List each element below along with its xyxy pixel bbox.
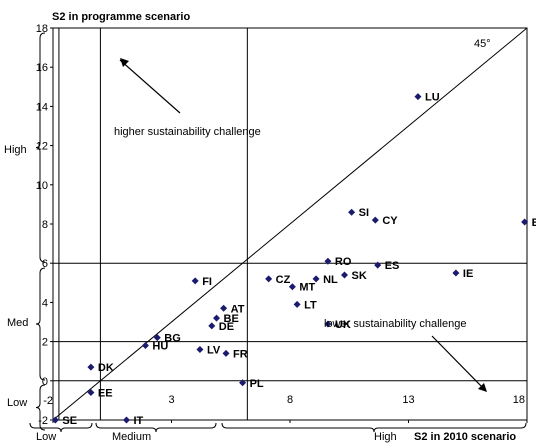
point-label-lu: LU (425, 92, 440, 104)
point-label-fi: FI (202, 276, 212, 288)
y-bracket-med: Med (7, 317, 28, 329)
x-bracket-medium: Medium (112, 431, 151, 443)
diagonal-label: 45° (474, 38, 491, 50)
point-label-fr: FR (233, 348, 248, 360)
point-label-ie: IE (463, 268, 473, 280)
y-brace-med (35, 267, 46, 381)
higher-arrow (119, 59, 181, 114)
point-label-hu: HU (152, 341, 168, 353)
point-label-at: AT (231, 303, 245, 315)
axis-brackets (29, 32, 527, 433)
y-brace-high (35, 32, 46, 263)
y-axis-ticks: -2 0 2 4 6 8 10 12 14 16 18 (36, 23, 53, 427)
y-tick-label: 8 (42, 219, 48, 231)
data-point-be (213, 314, 221, 322)
point-label-si: SI (359, 207, 369, 219)
x-tick-label: 18 (513, 394, 525, 406)
point-label-el: EL (532, 217, 536, 229)
data-point-uk (324, 320, 332, 328)
data-point-fi (191, 277, 199, 285)
data-point-ee (87, 389, 95, 397)
y-tick-label: 4 (42, 297, 48, 309)
point-label-cz: CZ (276, 274, 291, 286)
data-point-se (51, 416, 59, 424)
higher-annotation: higher sustainability challenge (114, 126, 261, 138)
y-bracket-low: Low (7, 397, 27, 409)
data-point-ie (452, 269, 460, 277)
point-label-uk: UK (335, 319, 351, 331)
data-point-it (122, 416, 130, 424)
x-tick-label: 8 (287, 394, 293, 406)
x-brace-high (221, 422, 527, 433)
y-tick-label: 12 (36, 141, 48, 153)
data-point-fr (222, 349, 230, 357)
point-label-es: ES (385, 260, 400, 272)
data-point-de (208, 322, 216, 330)
point-label-sk: SK (352, 270, 367, 282)
data-point-el (521, 218, 529, 226)
point-label-ro: RO (335, 256, 352, 268)
y-tick-label: 2 (42, 337, 48, 349)
point-label-se: SE (62, 415, 77, 427)
point-label-be: BE (224, 313, 239, 325)
y-tick-label: 10 (36, 180, 48, 192)
data-point-si (348, 208, 356, 216)
reference-lines (53, 28, 527, 420)
x-axis-ticks: -2 3 8 13 18 (43, 394, 528, 423)
y-bracket-high: High (4, 144, 27, 156)
y-tick-label: 0 (42, 376, 48, 388)
point-label-ee: EE (98, 388, 113, 400)
lower-annotation: lower sustainability challenge (324, 318, 466, 330)
x-axis-title: S2 in 2010 scenario (414, 431, 516, 443)
data-point-lv (196, 345, 204, 353)
point-label-pl: PL (250, 378, 264, 390)
x-tick-label: 3 (168, 394, 174, 406)
point-label-cy: CY (382, 215, 398, 227)
data-point-cz (265, 275, 273, 283)
x-tick-label: -2 (43, 395, 53, 407)
y-tick-label: 18 (36, 23, 48, 35)
x-bracket-high: High (374, 431, 397, 443)
x-tick-label: 13 (402, 394, 414, 406)
x-brace-medium (95, 422, 217, 433)
data-point-at (220, 304, 228, 312)
point-label-bg: BG (164, 333, 181, 345)
y-tick-label: 16 (36, 62, 48, 74)
data-point-mt (288, 283, 296, 291)
y-axis-title: S2 in programme scenario (52, 11, 190, 23)
data-point-sk (341, 271, 349, 279)
data-point-dk (87, 363, 95, 371)
point-label-lt: LT (304, 299, 317, 311)
point-label-de: DE (219, 321, 234, 333)
y-tick-label: 14 (36, 101, 48, 113)
y-tick-label: -2 (38, 415, 48, 427)
data-point-cy (371, 216, 379, 224)
data-point-pl (239, 379, 247, 387)
y-brace-low (35, 384, 46, 431)
point-label-nl: NL (323, 274, 338, 286)
point-label-lv: LV (207, 344, 221, 356)
y-tick-label: 6 (42, 258, 48, 270)
data-point-lt (293, 300, 301, 308)
data-point-es (374, 261, 382, 269)
higher-arrowhead (120, 58, 129, 67)
data-point-bg (153, 334, 161, 342)
data-point-nl (312, 275, 320, 283)
data-point-lu (414, 93, 422, 101)
point-label-dk: DK (98, 362, 114, 374)
data-point-hu (141, 342, 149, 350)
data-point-ro (324, 257, 332, 265)
lower-arrow (431, 335, 486, 391)
x-bracket-low: Low (36, 431, 56, 443)
point-label-mt: MT (299, 282, 315, 294)
x-brace-low (29, 422, 93, 433)
point-label-it: IT (133, 415, 143, 427)
diagonal-45-line (52, 27, 528, 421)
lower-arrowhead (478, 383, 487, 392)
